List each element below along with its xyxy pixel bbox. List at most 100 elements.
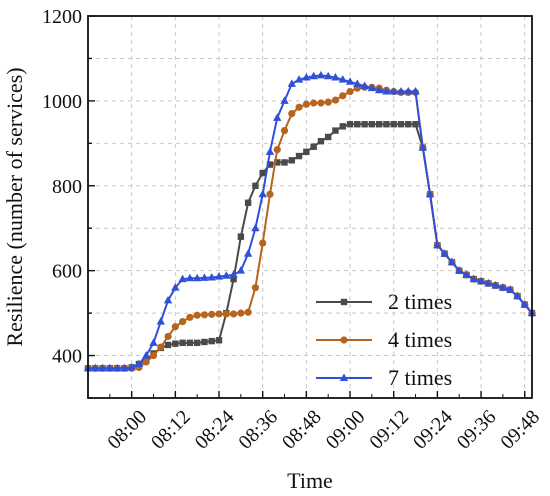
data-point: [229, 310, 238, 318]
data-point: [273, 113, 282, 121]
data-point: [98, 363, 107, 372]
data-point: [230, 275, 237, 283]
data-point: [338, 75, 347, 83]
data-point: [287, 79, 297, 87]
x-tick-label: 08:48: [278, 406, 326, 454]
data-point: [171, 283, 180, 291]
data-point: [120, 363, 129, 372]
data-point: [390, 121, 397, 128]
x-tick-label: 09:48: [496, 406, 544, 454]
legend-marker: [339, 373, 349, 381]
data-point: [142, 358, 150, 366]
data-point: [134, 359, 144, 368]
data-point: [186, 339, 194, 347]
legend-marker: [340, 298, 348, 306]
data-point: [237, 309, 245, 317]
legend: 2 times 4 times 7 times: [316, 289, 452, 390]
data-point: [281, 159, 288, 166]
data-point: [324, 98, 332, 106]
data-point: [200, 273, 209, 281]
data-point: [374, 85, 384, 94]
legend-item: 7 times: [316, 365, 452, 390]
data-point: [433, 240, 442, 249]
data-point: [179, 318, 187, 326]
data-point: [171, 323, 179, 331]
y-tick-label: 1200: [42, 6, 82, 28]
data-point: [295, 152, 303, 160]
y-tick-label: 1000: [42, 91, 82, 113]
legend-label: 4 times: [388, 327, 452, 352]
legend-marker: [340, 336, 348, 344]
data-point: [222, 310, 230, 318]
data-point: [193, 311, 201, 319]
x-tick-label: 09:12: [365, 406, 413, 454]
data-point: [265, 147, 275, 155]
x-tick-label: 09:36: [453, 406, 501, 454]
data-point: [367, 83, 377, 92]
data-point: [520, 300, 529, 308]
data-point: [383, 121, 390, 128]
data-point: [361, 121, 368, 128]
x-tick-label: 08:00: [103, 406, 151, 454]
data-point: [295, 103, 303, 111]
data-point: [259, 169, 266, 177]
data-point: [193, 339, 201, 347]
x-tick-label: 08:36: [234, 406, 282, 454]
data-point: [186, 313, 194, 321]
data-point: [178, 274, 187, 283]
y-tick-label: 400: [52, 346, 82, 368]
data-point: [280, 96, 289, 104]
data-point: [491, 281, 500, 289]
data-point: [484, 278, 493, 287]
data-point: [498, 283, 508, 291]
data-point: [157, 343, 165, 351]
data-point: [425, 189, 435, 198]
x-axis-title: Time: [287, 468, 333, 493]
legend-item: 4 times: [316, 327, 452, 352]
data-point: [208, 337, 215, 345]
data-point: [251, 284, 260, 292]
data-point: [339, 92, 347, 100]
data-point: [164, 332, 172, 341]
series-7-times: [83, 70, 537, 372]
series-line: [88, 123, 533, 370]
series-layer: [83, 70, 537, 372]
series-line: [88, 74, 533, 370]
data-point: [252, 182, 259, 189]
data-point: [513, 291, 522, 300]
data-point: [237, 233, 245, 240]
data-point: [447, 257, 457, 266]
data-point: [207, 272, 216, 281]
data-point: [310, 143, 317, 150]
data-point: [288, 110, 296, 118]
data-point: [280, 127, 289, 135]
data-point: [273, 146, 281, 154]
data-point: [382, 87, 391, 95]
data-point: [266, 161, 274, 168]
data-point: [251, 223, 260, 232]
data-point: [411, 87, 420, 95]
data-point: [244, 308, 252, 316]
y-tick-label: 800: [52, 176, 82, 198]
data-point: [418, 143, 428, 151]
data-point: [412, 121, 419, 128]
data-point: [105, 363, 115, 372]
data-point: [164, 341, 172, 349]
legend-label: 7 times: [388, 365, 452, 390]
data-point: [389, 87, 398, 95]
y-axis-title: Resilience (number of services): [2, 67, 27, 346]
data-point: [201, 338, 208, 346]
data-point: [469, 274, 478, 283]
data-point: [323, 71, 333, 80]
data-point: [266, 190, 274, 198]
data-point: [368, 121, 376, 128]
data-point: [396, 87, 406, 95]
data-point: [236, 266, 246, 274]
data-point: [91, 363, 100, 372]
data-point: [149, 338, 158, 346]
legend-label: 2 times: [388, 289, 452, 314]
series-2-times: [84, 121, 536, 372]
data-point: [324, 133, 332, 141]
data-point: [346, 121, 354, 128]
